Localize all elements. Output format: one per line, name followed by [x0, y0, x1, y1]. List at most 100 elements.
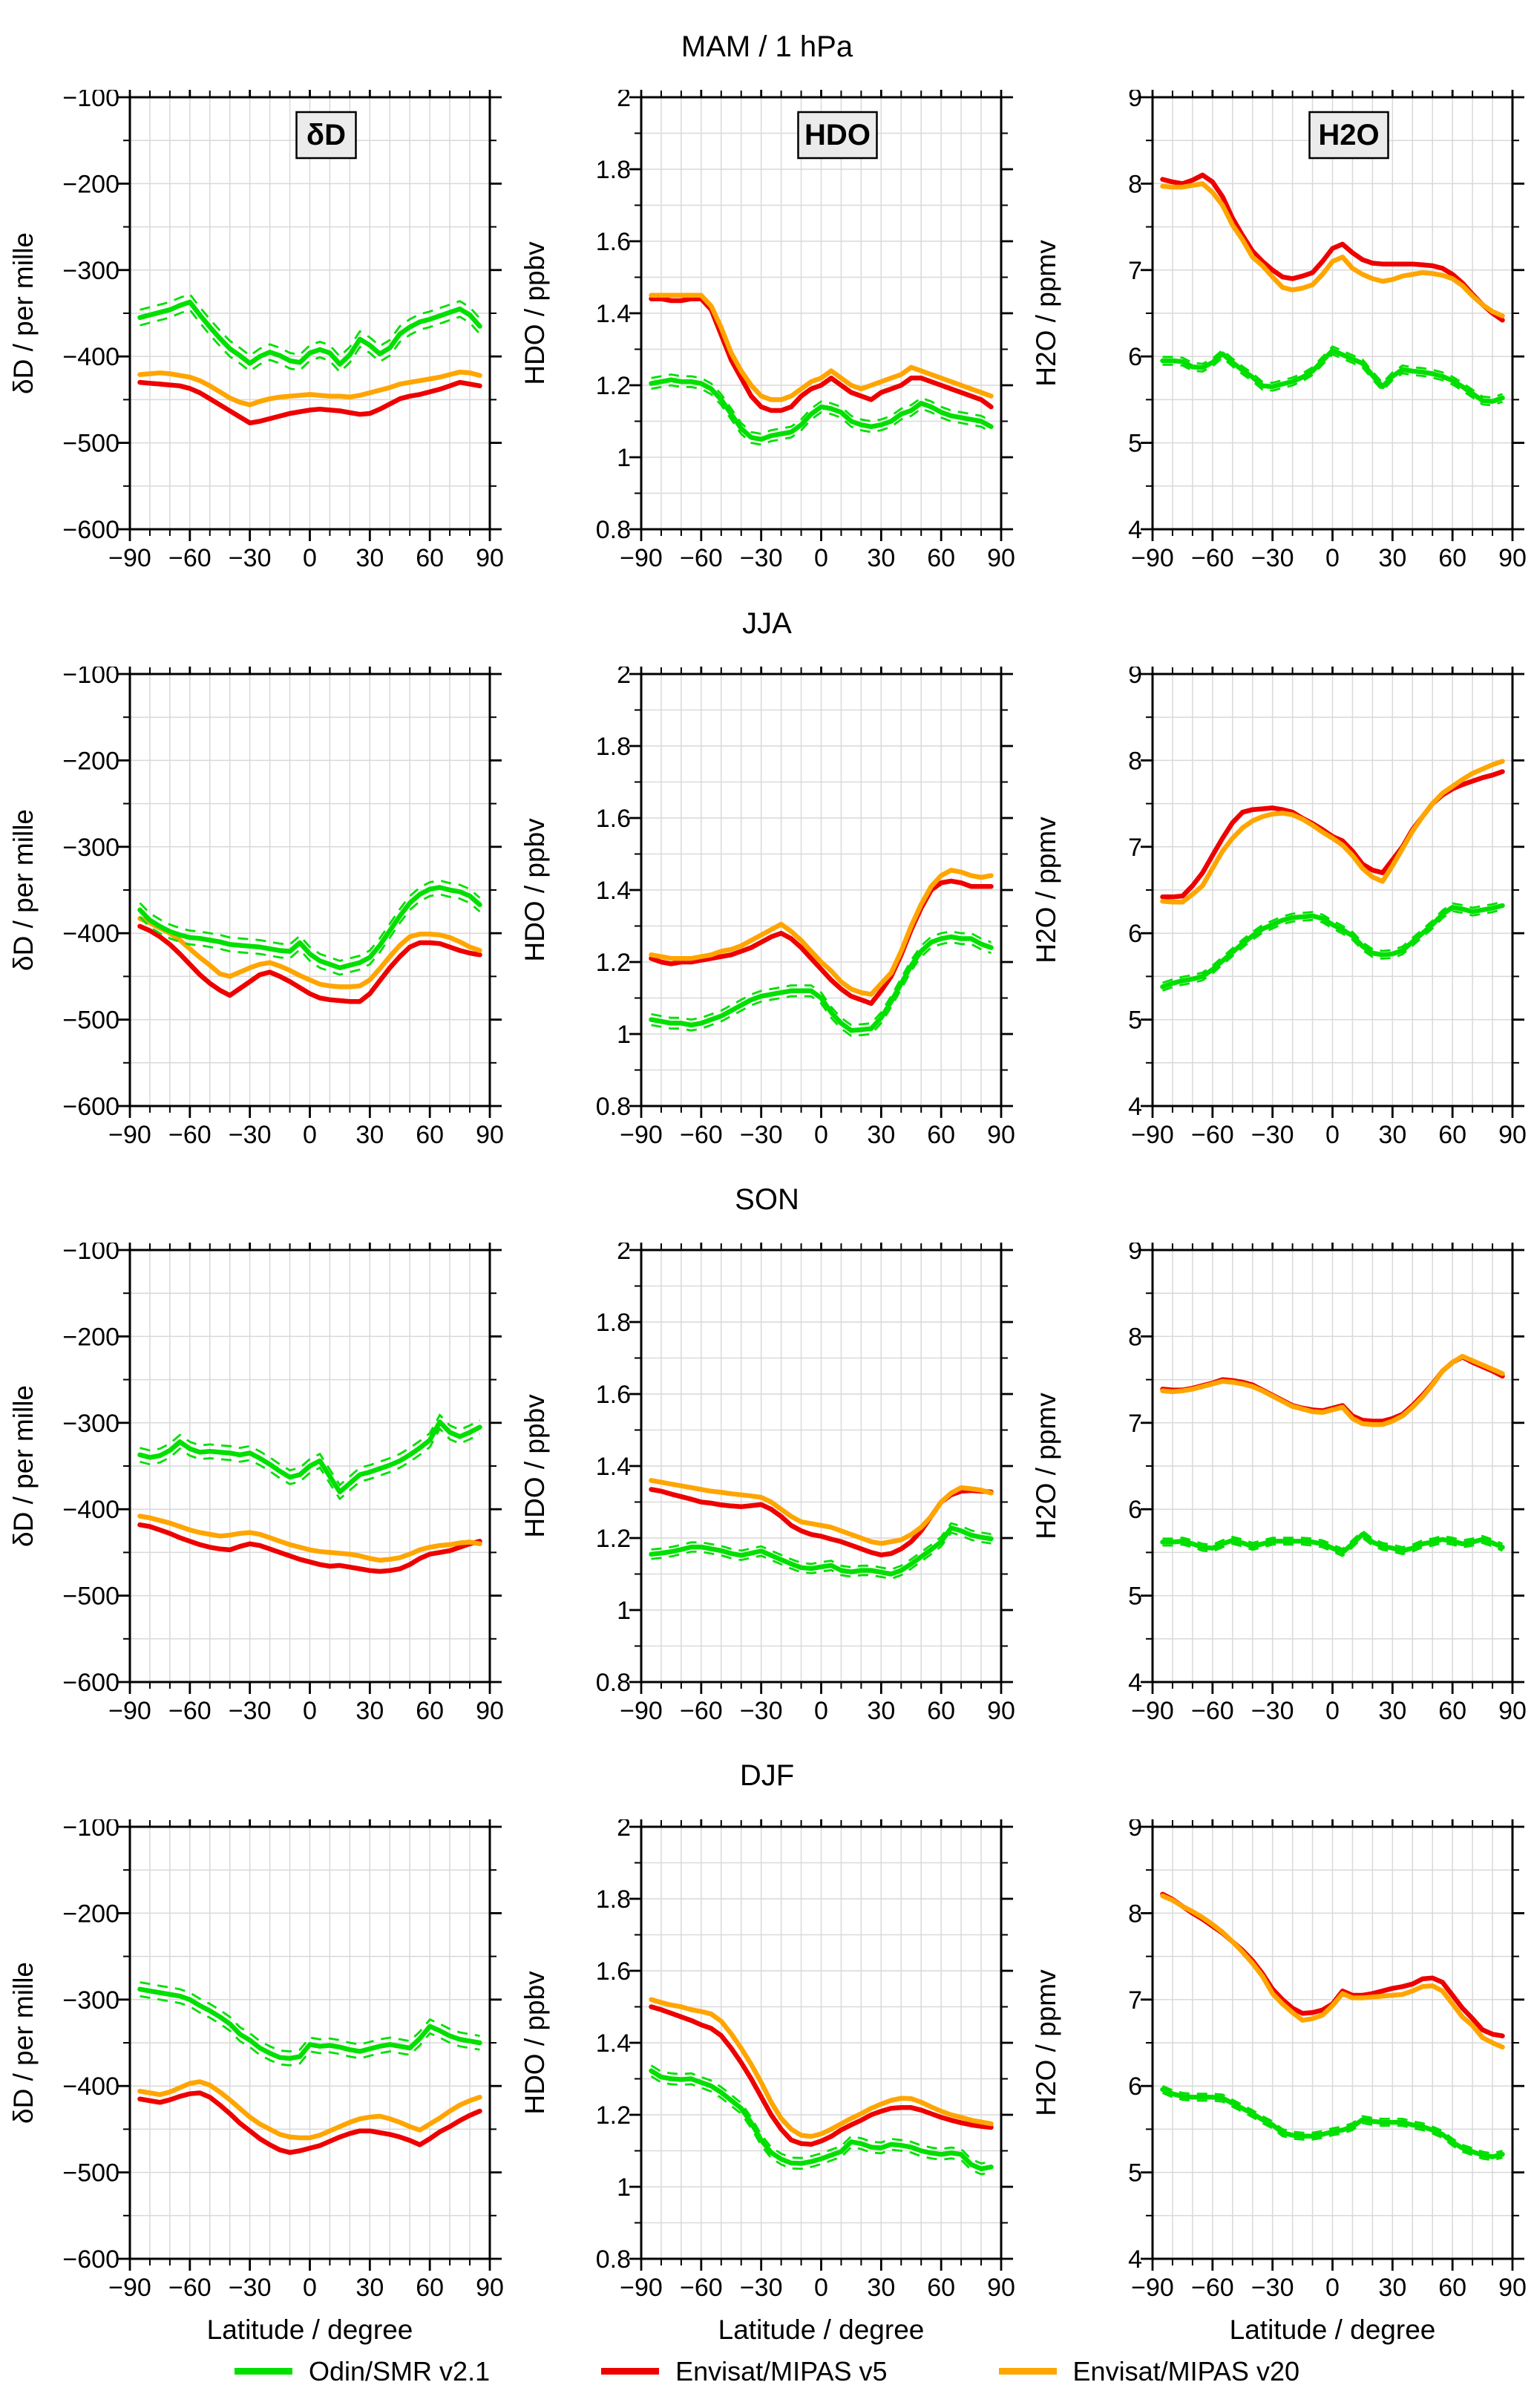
svg-text:−200: −200: [62, 1900, 119, 1928]
chart-son-dd: −90 −60 −30 0 30 60 90−600−500−400−300−200−100…: [0, 1243, 511, 1730]
svg-text:90: 90: [1498, 544, 1527, 572]
svg-text:−90: −90: [108, 2274, 151, 2302]
gridlines: [641, 673, 1001, 1106]
chart-son-h2o: −90 −60 −30 0 30 60 90 4 5 6 7 8 9 H2O / ppmv: [1023, 1243, 1534, 1730]
series-line-envisat-mipas-v20: [137, 2078, 482, 2140]
svg-text:−30: −30: [740, 1121, 783, 1149]
legend-label: Envisat/MIPAS v20: [1072, 2355, 1299, 2386]
svg-text:90: 90: [476, 1121, 504, 1149]
gridlines: [130, 97, 490, 530]
series-line-envisat-mipas-v20: [649, 292, 994, 403]
series-lower-bound-odin-smr-v2-1: [1162, 1536, 1504, 1557]
series-odin-smr-v2-1: [649, 373, 994, 446]
series-line-envisat-mipas-v20: [137, 1514, 482, 1563]
svg-text:90: 90: [1498, 2274, 1527, 2302]
series-line-envisat-mipas-v20: [649, 1478, 994, 1546]
panel-mam-h2o: −90 −60 −30 0 30 60 90 4 5 6 7 8 9 H2O / ppmv H2O: [1023, 90, 1534, 577]
panel-mam-deltad: −90 −60 −30 0 30 60 90 −600 −500 −400 −300 −200 −100…: [0, 90, 511, 577]
panel-djf-deltad: −90 −60 −30 0 30 60 90 −600 −500 −400 −300 −200 −100…: [0, 1819, 511, 2350]
svg-text:1.4: 1.4: [596, 877, 631, 905]
svg-text:1.6: 1.6: [596, 1381, 631, 1409]
svg-text:−200: −200: [62, 171, 119, 199]
series-lower-bound-odin-smr-v2-1: [140, 1995, 480, 2067]
series-envisat-mipas-v20: [1160, 1893, 1505, 2049]
panel-son-hdo: −90 −60 −30 0 30 60 90 0.8 1 1.2 1.4 1.6 1.8 2 HDO / p…: [511, 1243, 1023, 1730]
svg-text:−600: −600: [62, 1093, 119, 1121]
svg-text:1: 1: [617, 2173, 631, 2202]
svg-text:2: 2: [617, 1243, 631, 1265]
y-axis-title: δD / per mille: [8, 232, 39, 394]
series-line-odin-smr-v2-1: [1160, 903, 1505, 989]
svg-text:8: 8: [1128, 1900, 1142, 1928]
svg-text:0: 0: [1325, 2274, 1340, 2302]
figure-root: MAM / 1 hPa −90 −60 −30 0 30 60 90 −600 −500 −400…: [0, 24, 1534, 2407]
svg-text:5: 5: [1128, 1006, 1142, 1034]
axis-ticks: [1141, 90, 1524, 542]
svg-text:1.8: 1.8: [596, 1885, 631, 1914]
svg-text:0: 0: [303, 1121, 317, 1149]
panel-jja-deltad: −90 −60 −30 0 30 60 90 −600 −500 −400 −300 −200 −100…: [0, 666, 511, 1153]
series-upper-bound-odin-smr-v2-1: [651, 930, 991, 1027]
svg-text:4: 4: [1128, 516, 1142, 544]
plot-frame: [128, 96, 491, 531]
svg-text:−100: −100: [62, 90, 119, 112]
axis-ticks: [629, 90, 1013, 542]
svg-text:0: 0: [814, 544, 828, 572]
series-envisat-mipas-v5: [137, 380, 482, 426]
svg-text:1.2: 1.2: [596, 372, 631, 400]
svg-text:0.8: 0.8: [596, 2245, 631, 2274]
series-lower-bound-odin-smr-v2-1: [651, 384, 992, 446]
panel-djf-hdo: −90 −60 −30 0 30 60 90 0.8 1 1.2 1.4 1.6 1.8 2 HDO / p…: [511, 1819, 1023, 2350]
svg-text:−60: −60: [680, 544, 723, 572]
gridlines: [130, 673, 490, 1106]
svg-text:−60: −60: [168, 2274, 212, 2302]
series-lower-bound-odin-smr-v2-1: [140, 1427, 481, 1501]
legend-label: Envisat/MIPAS v5: [675, 2355, 888, 2386]
svg-text:30: 30: [867, 1121, 895, 1149]
series-line-envisat-mipas-v5: [649, 878, 994, 1006]
svg-text:30: 30: [867, 2274, 895, 2302]
series-envisat-mipas-v20: [137, 1514, 482, 1563]
series-line-odin-smr-v2-1: [649, 1525, 994, 1577]
chart-jja-hdo: −90 −60 −30 0 30 60 90 0.8 1 1.2 1.4 1.6 1.8 2 HDO / p…: [511, 666, 1023, 1153]
tick-labels: −90 −60 −30 0 30 60 90 0.8 1 1.2 1.4 1.6 1.8 2: [596, 1243, 1015, 1725]
svg-text:0: 0: [1325, 1697, 1340, 1725]
svg-text:1.8: 1.8: [596, 1309, 631, 1337]
svg-text:−30: −30: [229, 1697, 272, 1725]
svg-text:6: 6: [1128, 920, 1142, 948]
svg-text:δD: δD: [307, 119, 346, 151]
svg-text:−90: −90: [620, 2274, 663, 2302]
row-title-mam: MAM / 1 hPa: [681, 30, 853, 64]
series-line-odin-smr-v2-1: [137, 1986, 482, 2061]
svg-text:90: 90: [476, 2274, 504, 2302]
svg-text:−30: −30: [740, 544, 783, 572]
series-upper-bound-odin-smr-v2-1: [1162, 1529, 1504, 1551]
y-axis-title: HDO / ppbv: [519, 818, 550, 962]
series-line-envisat-mipas-v20: [137, 370, 482, 408]
svg-text:−30: −30: [740, 2274, 783, 2302]
gridlines: [1153, 1826, 1512, 2259]
svg-text:1.6: 1.6: [596, 1957, 631, 1986]
svg-text:30: 30: [355, 1121, 384, 1149]
svg-text:90: 90: [987, 1697, 1015, 1725]
svg-text:−30: −30: [229, 544, 272, 572]
series-odin-smr-v2-1: [1160, 2084, 1505, 2162]
row-title-djf: DJF: [739, 1759, 795, 1793]
series-line-envisat-mipas-v20: [1160, 181, 1505, 319]
svg-text:5: 5: [1128, 2159, 1142, 2187]
svg-text:−30: −30: [229, 2274, 272, 2302]
panel-jja-h2o: −90 −60 −30 0 30 60 90 4 5 6 7 8 9 H2O / ppmv: [1023, 666, 1534, 1153]
svg-text:6: 6: [1128, 2072, 1142, 2101]
svg-text:30: 30: [355, 1697, 384, 1725]
legend-swatch-green: [235, 2368, 292, 2375]
svg-text:HDO: HDO: [804, 119, 871, 151]
svg-text:0: 0: [814, 1121, 828, 1149]
svg-text:0: 0: [1325, 544, 1340, 572]
series-line-envisat-mipas-v20: [137, 915, 482, 989]
y-axis-title: H2O / ppmv: [1031, 1969, 1061, 2116]
svg-text:8: 8: [1128, 1324, 1142, 1352]
series-line-odin-smr-v2-1: [649, 934, 994, 1033]
svg-text:8: 8: [1128, 171, 1142, 199]
svg-text:30: 30: [1378, 2274, 1406, 2302]
svg-text:8: 8: [1128, 747, 1142, 775]
